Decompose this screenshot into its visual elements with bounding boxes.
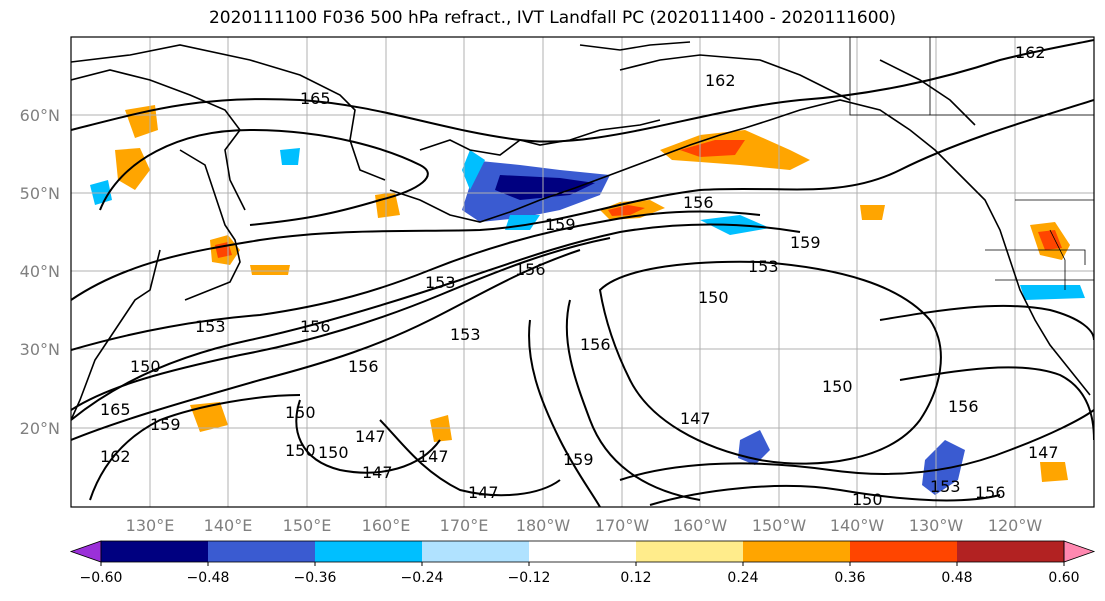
contour-label: 159 [790, 233, 821, 252]
contour-label: 153 [930, 477, 961, 496]
lon-label: 180°W [516, 516, 571, 535]
lon-label: 140°E [204, 516, 253, 535]
colorbar-tick-label: −0.24 [401, 570, 444, 586]
lon-label: 160°E [362, 516, 411, 535]
contour-label: 162 [100, 447, 131, 466]
colorbar-segment [957, 541, 1065, 562]
colorbar-segment [850, 541, 958, 562]
contour-label: 150 [285, 441, 316, 460]
contour-label: 159 [150, 415, 181, 434]
contour-label: 162 [705, 71, 736, 90]
lat-label: 50°N [20, 184, 60, 203]
contour-label: 147 [680, 409, 711, 428]
colorbar-tick-label: −0.48 [187, 570, 230, 586]
lat-label: 40°N [20, 262, 60, 281]
gridlines [71, 37, 1094, 507]
colorbar-frame [100, 540, 1065, 563]
colorbar-extend-low [69, 540, 102, 563]
lon-label: 130°W [909, 516, 964, 535]
lon-label: 170°W [595, 516, 650, 535]
contour-label: 153 [748, 257, 779, 276]
colorbar-tick-label: −0.36 [294, 570, 337, 586]
contour-label: 147 [362, 463, 393, 482]
lat-labels: 60°N 50°N 40°N 30°N 20°N [20, 106, 60, 438]
contour-label: 156 [975, 483, 1006, 502]
lon-label: 170°E [440, 516, 489, 535]
contour-label: 150 [822, 377, 853, 396]
borders [849, 37, 1094, 290]
contour-label: 165 [300, 89, 331, 108]
map-frame [70, 36, 1095, 508]
contour-label: 150 [698, 288, 729, 307]
contour-label: 156 [948, 397, 979, 416]
lat-label: 30°N [20, 340, 60, 359]
lon-label: 120°W [988, 516, 1043, 535]
contour-label: 150 [852, 490, 883, 509]
contour-label: 156 [515, 260, 546, 279]
contour-label: 156 [580, 335, 611, 354]
map-area: 165 162 162 156 159 159 153 156 153 150 … [71, 37, 1094, 509]
colorbar-segment [315, 541, 423, 562]
colorbar-segment [422, 541, 530, 562]
contour-label: 159 [563, 450, 594, 469]
colorbar-tick-label: 0.36 [834, 570, 865, 586]
colorbar-ticks: −0.60 −0.48 −0.36 −0.24 −0.12 0.12 0.24 0.36 0.4… [80, 562, 1080, 586]
lon-label: 150°W [752, 516, 807, 535]
colorbar [69, 540, 1096, 563]
contours [71, 39, 1094, 507]
colorbar-segment [529, 541, 637, 562]
colorbar-tick-label: 0.60 [1048, 570, 1079, 586]
contour-label: 156 [348, 357, 379, 376]
colorbar-segment [743, 541, 851, 562]
contour-label: 165 [100, 400, 131, 419]
contour-label: 153 [450, 325, 481, 344]
lon-labels: 130°E 140°E 150°E 160°E 170°E 180°W 170°… [126, 516, 1043, 535]
contour-labels: 165 162 162 156 159 159 153 156 153 150 … [100, 43, 1059, 509]
colorbar-extend-high [1063, 540, 1096, 563]
contour-label: 159 [545, 215, 576, 234]
lat-label: 60°N [20, 106, 60, 125]
colorbar-segment [101, 541, 209, 562]
contour-label: 156 [300, 317, 331, 336]
contour-label: 147 [468, 483, 499, 502]
shading-layer [90, 105, 1085, 495]
map-title: 2020111100 F036 500 hPa refract., IVT La… [208, 8, 896, 28]
contour-label: 153 [195, 317, 226, 336]
lon-label: 140°W [830, 516, 885, 535]
lat-label: 20°N [20, 419, 60, 438]
contour-label: 153 [425, 273, 456, 292]
contour-label: 150 [130, 357, 161, 376]
coastlines [71, 41, 1091, 421]
colorbar-segment [636, 541, 744, 562]
contour-label: 147 [418, 447, 449, 466]
contour-label: 150 [285, 403, 316, 422]
lon-label: 160°W [673, 516, 728, 535]
colorbar-tick-label: −0.60 [80, 570, 123, 586]
colorbar-tick-label: 0.24 [727, 570, 758, 586]
colorbar-tick-label: 0.48 [941, 570, 972, 586]
contour-label: 162 [1015, 43, 1046, 62]
contour-label: 147 [1028, 443, 1059, 462]
colorbar-tick-label: 0.12 [620, 570, 651, 586]
contour-label: 147 [355, 427, 386, 446]
lon-label: 150°E [283, 516, 332, 535]
colorbar-tick-label: −0.12 [508, 570, 551, 586]
lon-label: 130°E [126, 516, 175, 535]
colorbar-segment [208, 541, 316, 562]
contour-label: 150 [318, 443, 349, 462]
contour-label: 156 [683, 193, 714, 212]
